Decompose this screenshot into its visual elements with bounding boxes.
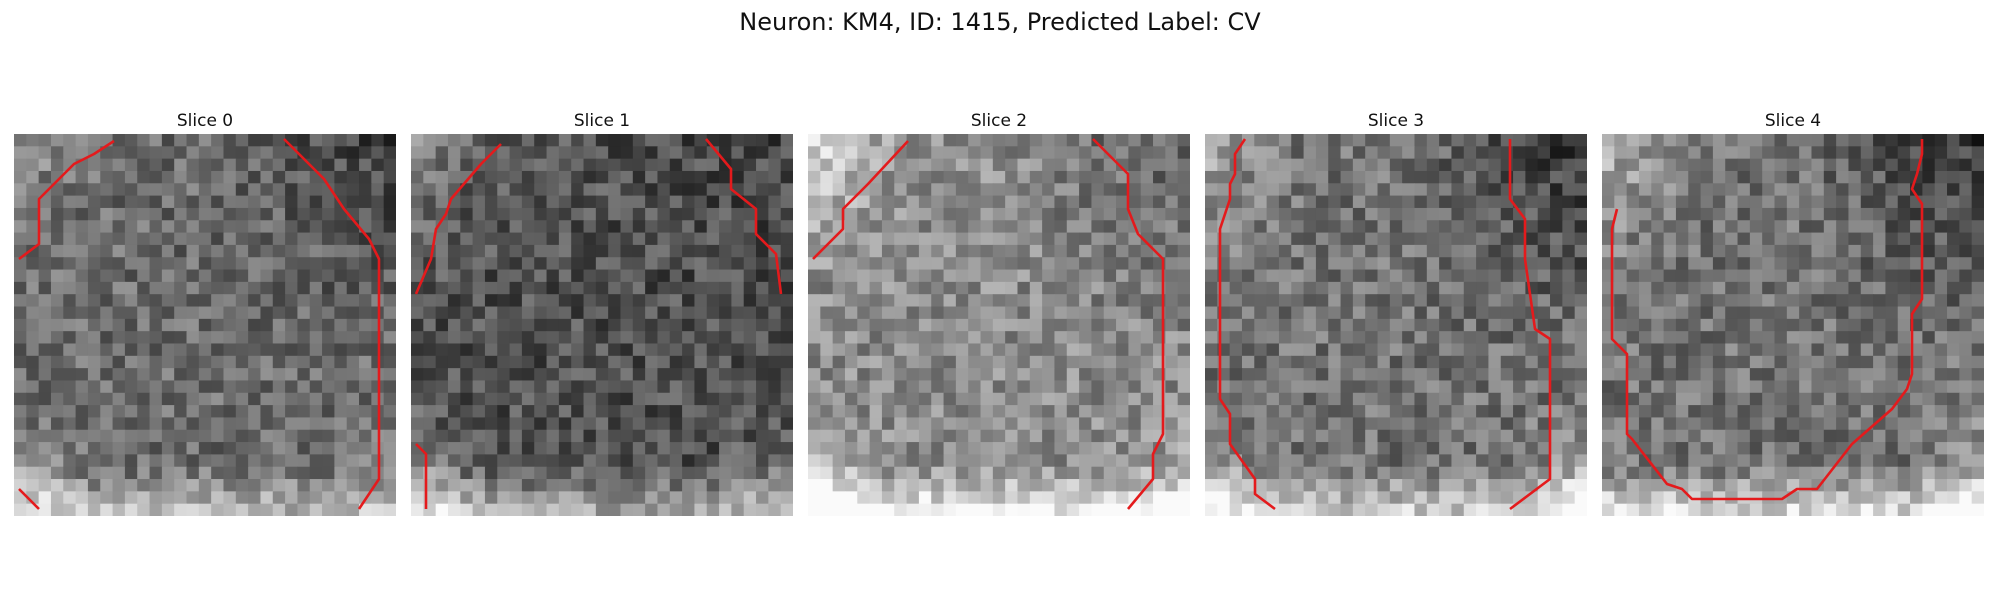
- slice-title-0: Slice 0: [176, 111, 234, 131]
- slice-title-3: Slice 3: [1367, 111, 1425, 131]
- contour-line: [18, 488, 40, 510]
- contour-line: [705, 138, 783, 295]
- contour-line: [1218, 138, 1276, 511]
- contour-line: [1610, 139, 1924, 501]
- slice-panel-2: Slice 2: [808, 108, 1190, 516]
- contour-line: [414, 143, 502, 295]
- slice-title-1: Slice 1: [573, 111, 631, 131]
- contour-line: [1092, 138, 1165, 510]
- contour-line: [283, 138, 381, 510]
- slice-image-4: [1602, 134, 1984, 516]
- contour-line: [1508, 139, 1552, 511]
- slice-image-0: [14, 134, 396, 516]
- slice-image-3: [1205, 134, 1587, 516]
- slice-panel-1: Slice 1: [411, 108, 793, 516]
- slice-image-2: [808, 134, 1190, 516]
- contour-line: [18, 139, 115, 261]
- slice-image-1: [411, 134, 793, 516]
- slice-panel-0: Slice 0: [14, 108, 396, 516]
- contour-line: [415, 443, 428, 509]
- slice-panel-4: Slice 4: [1602, 108, 1984, 516]
- contour-line: [812, 140, 909, 260]
- slice-panel-3: Slice 3: [1205, 108, 1587, 516]
- slice-title-2: Slice 2: [970, 111, 1028, 131]
- slice-title-4: Slice 4: [1764, 111, 1822, 131]
- figure-title: Neuron: KM4, ID: 1415, Predicted Label: …: [739, 8, 1261, 36]
